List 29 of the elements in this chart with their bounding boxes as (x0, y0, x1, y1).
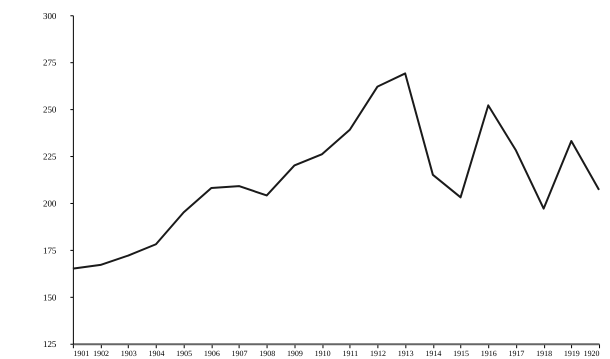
x-tick-label: 1915 (453, 349, 470, 358)
y-tick-label: 200 (42, 198, 57, 208)
x-tick-label: 1912 (370, 349, 386, 358)
x-tick-label: 1903 (120, 349, 137, 358)
y-tick-label: 150 (42, 292, 57, 302)
y-tick-label: 250 (42, 104, 57, 115)
x-tick-label: 1918 (536, 349, 552, 358)
x-tick-label: 1914 (425, 349, 442, 358)
y-tick-label: 225 (42, 152, 57, 162)
x-tick-label: 1910 (314, 349, 331, 358)
x-tick-label: 1901 (73, 349, 90, 358)
y-tick-label: 275 (42, 58, 57, 68)
x-tick-label: 1906 (204, 349, 220, 358)
y-tick-label: 125 (42, 339, 57, 350)
x-tick-label: 1919 (564, 349, 580, 358)
x-tick-label: 1904 (148, 349, 164, 358)
x-tick-label: 1911 (342, 349, 358, 358)
x-tick-label: 1916 (480, 349, 497, 358)
line-series (72, 72, 600, 270)
x-tick-label: 1905 (176, 349, 192, 358)
y-tick-label: 300 (42, 10, 57, 21)
x-tick-label: 1909 (286, 349, 303, 358)
x-tick-label: 1917 (508, 349, 524, 358)
x-tick-label: 1913 (398, 349, 414, 358)
x-tick-label: 1920 (584, 349, 600, 358)
x-tick-label: 1902 (93, 349, 110, 358)
x-tick-label: 1908 (259, 349, 276, 358)
y-tick-label: 175 (42, 245, 57, 256)
x-tick-label: 1907 (232, 349, 248, 358)
